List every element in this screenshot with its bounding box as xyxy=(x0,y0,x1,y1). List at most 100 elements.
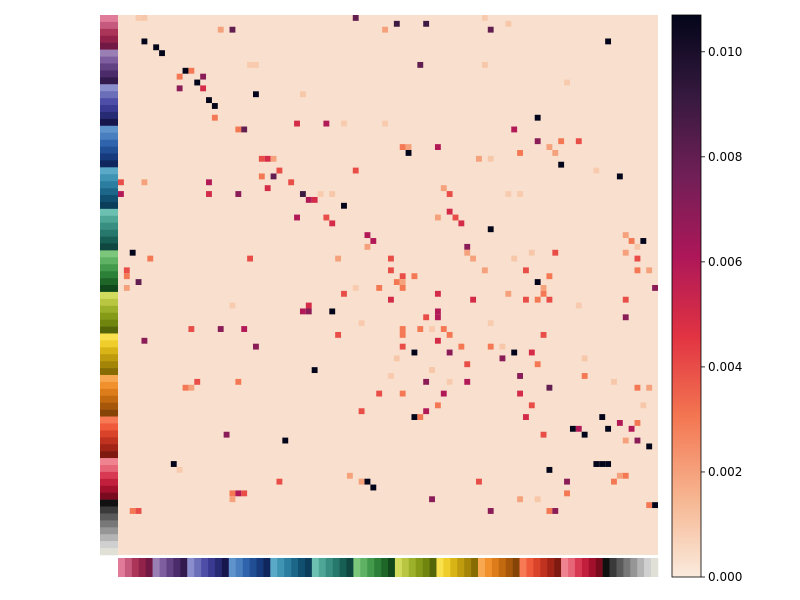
column-color-swatch xyxy=(443,558,451,577)
row-color-swatch xyxy=(100,388,118,397)
row-color-swatch xyxy=(100,485,118,493)
heatmap-cell xyxy=(534,114,541,121)
heatmap-cell xyxy=(423,314,430,321)
colorbar xyxy=(672,15,701,577)
heatmap-cell xyxy=(634,243,641,250)
heatmap-cell xyxy=(440,390,447,397)
column-color-stripe xyxy=(118,558,659,577)
heatmap-cell xyxy=(528,249,535,256)
column-color-swatch xyxy=(595,558,603,577)
row-color-swatch xyxy=(100,208,118,217)
row-color-swatch xyxy=(100,98,118,106)
heatmap-cell xyxy=(305,308,312,315)
column-color-swatch xyxy=(547,558,555,577)
heatmap-cell xyxy=(135,279,142,285)
heatmap-cell xyxy=(564,478,570,485)
row-color-swatch xyxy=(100,174,118,182)
heatmap-cell xyxy=(305,196,312,203)
heatmap-cell xyxy=(235,378,242,385)
heatmap-cell xyxy=(487,508,494,514)
heatmap-cell xyxy=(528,349,535,356)
heatmap-cell xyxy=(305,302,312,309)
heatmap-cell xyxy=(206,191,212,197)
heatmap-cell xyxy=(581,373,588,379)
heatmap-cell xyxy=(229,490,236,497)
row-color-swatch xyxy=(100,15,118,23)
heatmap-cell xyxy=(505,191,512,197)
heatmap-cell xyxy=(223,431,230,438)
heatmap-cell xyxy=(523,296,529,303)
heatmap-cell xyxy=(417,414,424,420)
heatmap-cell xyxy=(358,408,365,415)
row-color-swatch xyxy=(100,285,118,293)
column-color-swatch xyxy=(540,558,548,577)
row-color-swatch xyxy=(100,513,118,521)
column-color-swatch xyxy=(270,558,278,577)
heatmap-cell xyxy=(270,155,277,162)
heatmap-cell xyxy=(399,326,406,332)
heatmap-cell xyxy=(153,44,160,51)
heatmap-cell xyxy=(206,179,212,186)
heatmap-cell xyxy=(511,255,518,262)
heatmap-cell xyxy=(552,150,559,156)
heatmap-cell xyxy=(622,314,629,321)
column-color-swatch xyxy=(291,558,299,577)
colorbar-tick-label: 0.004 xyxy=(708,360,742,374)
heatmap-cell xyxy=(423,378,430,385)
heatmap-cell xyxy=(575,138,582,145)
heatmap-cells xyxy=(118,15,658,514)
heatmap-cell xyxy=(211,114,218,121)
heatmap-cell xyxy=(440,326,447,332)
heatmap-cell xyxy=(229,496,236,503)
heatmap-cell xyxy=(470,255,477,262)
column-color-swatch xyxy=(498,558,506,577)
heatmap-cell xyxy=(417,61,424,68)
column-color-swatch xyxy=(623,558,631,577)
heatmap-cell xyxy=(311,196,318,203)
heatmap-cell xyxy=(517,191,523,197)
column-color-swatch xyxy=(159,558,167,577)
heatmap-cell xyxy=(552,249,559,256)
heatmap-cell xyxy=(329,191,336,197)
column-color-swatch xyxy=(180,558,188,577)
row-color-swatch xyxy=(100,354,118,362)
heatmap-cell xyxy=(235,490,242,497)
heatmap-cell xyxy=(299,308,306,315)
heatmap-cell xyxy=(247,61,253,68)
heatmap-cell xyxy=(241,490,248,497)
heatmap-cell xyxy=(434,214,441,221)
heatmap-cell xyxy=(458,220,465,227)
heatmap-cell xyxy=(487,226,494,233)
heatmap-cell xyxy=(622,232,629,239)
heatmap-cell xyxy=(616,472,623,479)
heatmap-cell xyxy=(235,126,242,133)
row-color-swatch xyxy=(100,77,118,85)
row-color-swatch xyxy=(100,381,118,390)
heatmap-cell xyxy=(569,425,576,432)
heatmap-cell xyxy=(640,402,647,409)
heatmap-cell xyxy=(370,484,377,491)
heatmap-cell xyxy=(434,314,441,321)
row-color-swatch xyxy=(100,167,118,175)
heatmap-cell xyxy=(352,285,359,291)
row-color-swatch xyxy=(100,243,118,251)
row-color-swatch xyxy=(100,305,118,313)
column-color-swatch xyxy=(263,558,271,577)
column-color-swatch xyxy=(277,558,285,577)
heatmap-cell xyxy=(429,326,435,332)
heatmap-cell xyxy=(476,155,482,162)
column-color-swatch xyxy=(561,558,569,577)
heatmap-cell xyxy=(299,91,306,98)
row-color-swatch xyxy=(100,409,118,417)
heatmap-cell xyxy=(364,232,371,239)
column-color-swatch xyxy=(353,558,361,577)
heatmap-cell xyxy=(593,461,600,467)
heatmap-cell xyxy=(575,425,582,432)
column-color-swatch xyxy=(152,558,160,577)
heatmap-cell xyxy=(423,408,430,415)
heatmap-cell xyxy=(534,138,541,145)
heatmap-cell xyxy=(622,296,629,303)
heatmap-cell xyxy=(405,144,412,150)
heatmap-cell xyxy=(464,243,471,250)
heatmap-cell xyxy=(200,85,207,92)
